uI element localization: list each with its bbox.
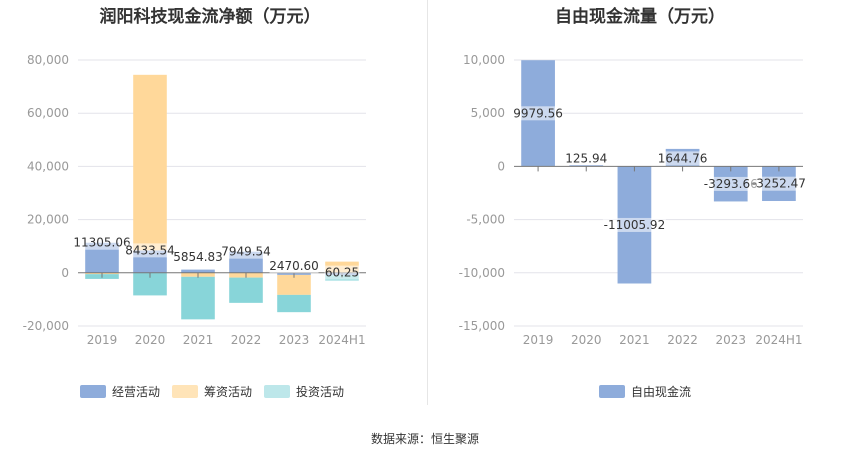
y-tick-label: -10,000 [459,266,505,280]
data-label-bg [658,151,708,166]
data-label: 11305.06 [73,236,130,250]
x-tick-label: 2023 [715,333,746,347]
x-tick-label: 2019 [87,333,118,347]
data-source-note: 数据来源：恒生聚源 [370,432,479,446]
x-tick-label: 2022 [231,333,262,347]
legend-swatch-financing [172,385,199,398]
x-tick-label: 2020 [135,333,166,347]
legend-item-free-cash-flow[interactable]: 自由现金流 [599,383,691,400]
data-label-bg [221,244,271,259]
left-chart-title: 润阳科技现金流净额（万元） [99,7,321,27]
bar [569,165,604,167]
data-label: 7949.54 [221,245,271,259]
data-label: -11005.92 [604,218,666,232]
bar [181,269,215,273]
x-tick-label: 2023 [279,333,310,347]
y-tick-label: 80,000 [27,53,69,67]
bar [277,294,311,313]
cash-flow-net-chart: -20,000 0 20,000 40,000 60,000 80,000 2019 2020… [23,53,366,347]
legend-item-investing[interactable]: 投资活动 [264,383,344,400]
y-tick-label: 10,000 [463,53,505,67]
left-legend: 经营活动 筹资活动 投资活动 [80,383,356,400]
data-label-bg [269,259,319,274]
y-tick-label: 60,000 [27,106,69,120]
y-tick-label: -15,000 [459,319,505,333]
x-tick-label: 2024H1 [755,333,802,347]
x-tick-label: 2020 [571,333,602,347]
x-tick-label: 2022 [667,333,698,347]
data-label: 8433.54 [125,243,175,257]
bar [133,272,167,296]
y-tick-label: -20,000 [23,319,69,333]
legend-label-free-cash-flow: 自由现金流 [631,385,692,399]
data-label: -3252.47 [752,177,806,191]
legend-swatch-free-cash-flow [599,385,625,398]
data-label-bg [602,217,666,232]
x-tick-label: 2021 [619,333,650,347]
data-label-bg [513,106,563,121]
x-tick-label: 2021 [183,333,214,347]
data-label: -3293.66 [704,177,758,191]
legend-item-operating[interactable]: 经营活动 [80,383,160,400]
bar [277,274,311,295]
data-label: 9979.56 [513,106,563,120]
legend-label-financing: 筹资活动 [204,385,253,399]
legend-label-operating: 经营活动 [112,385,161,399]
bar [229,277,263,303]
data-label: 60.25 [325,266,359,280]
data-label-bg [750,176,807,191]
data-label: 5854.83 [173,250,223,264]
data-label: 125.94 [565,151,607,165]
legend-swatch-operating [80,385,106,398]
data-label: 2470.60 [269,259,319,273]
legend-swatch-investing [264,385,291,398]
legend-item-financing[interactable]: 筹资活动 [172,383,252,400]
right-chart-title: 自由现金流量（万元） [555,7,725,27]
bar [181,276,215,320]
panel-divider [427,0,428,405]
right-legend: 自由现金流 [599,383,703,400]
x-tick-label: 2019 [523,333,554,347]
legend-label-investing: 投资活动 [296,385,345,399]
y-tick-label: 40,000 [27,159,69,173]
data-label-bg [125,243,175,258]
data-label-bg [702,176,759,191]
y-tick-label: 5,000 [471,106,505,120]
data-label-bg [173,250,223,265]
bar [133,74,167,251]
y-tick-label: 0 [61,266,69,280]
y-tick-label: 20,000 [27,213,69,227]
data-label: 1644.76 [658,151,708,165]
data-label-bg [74,235,130,250]
x-tick-label: 2024H1 [318,333,365,347]
free-cash-flow-chart: -15,000 -10,000 -5,000 0 5,000 10,000 2019 2020… [459,53,807,347]
data-label-bg [324,265,360,280]
y-tick-label: 0 [497,159,505,173]
y-tick-label: -5,000 [466,213,505,227]
data-label-bg [565,151,608,166]
